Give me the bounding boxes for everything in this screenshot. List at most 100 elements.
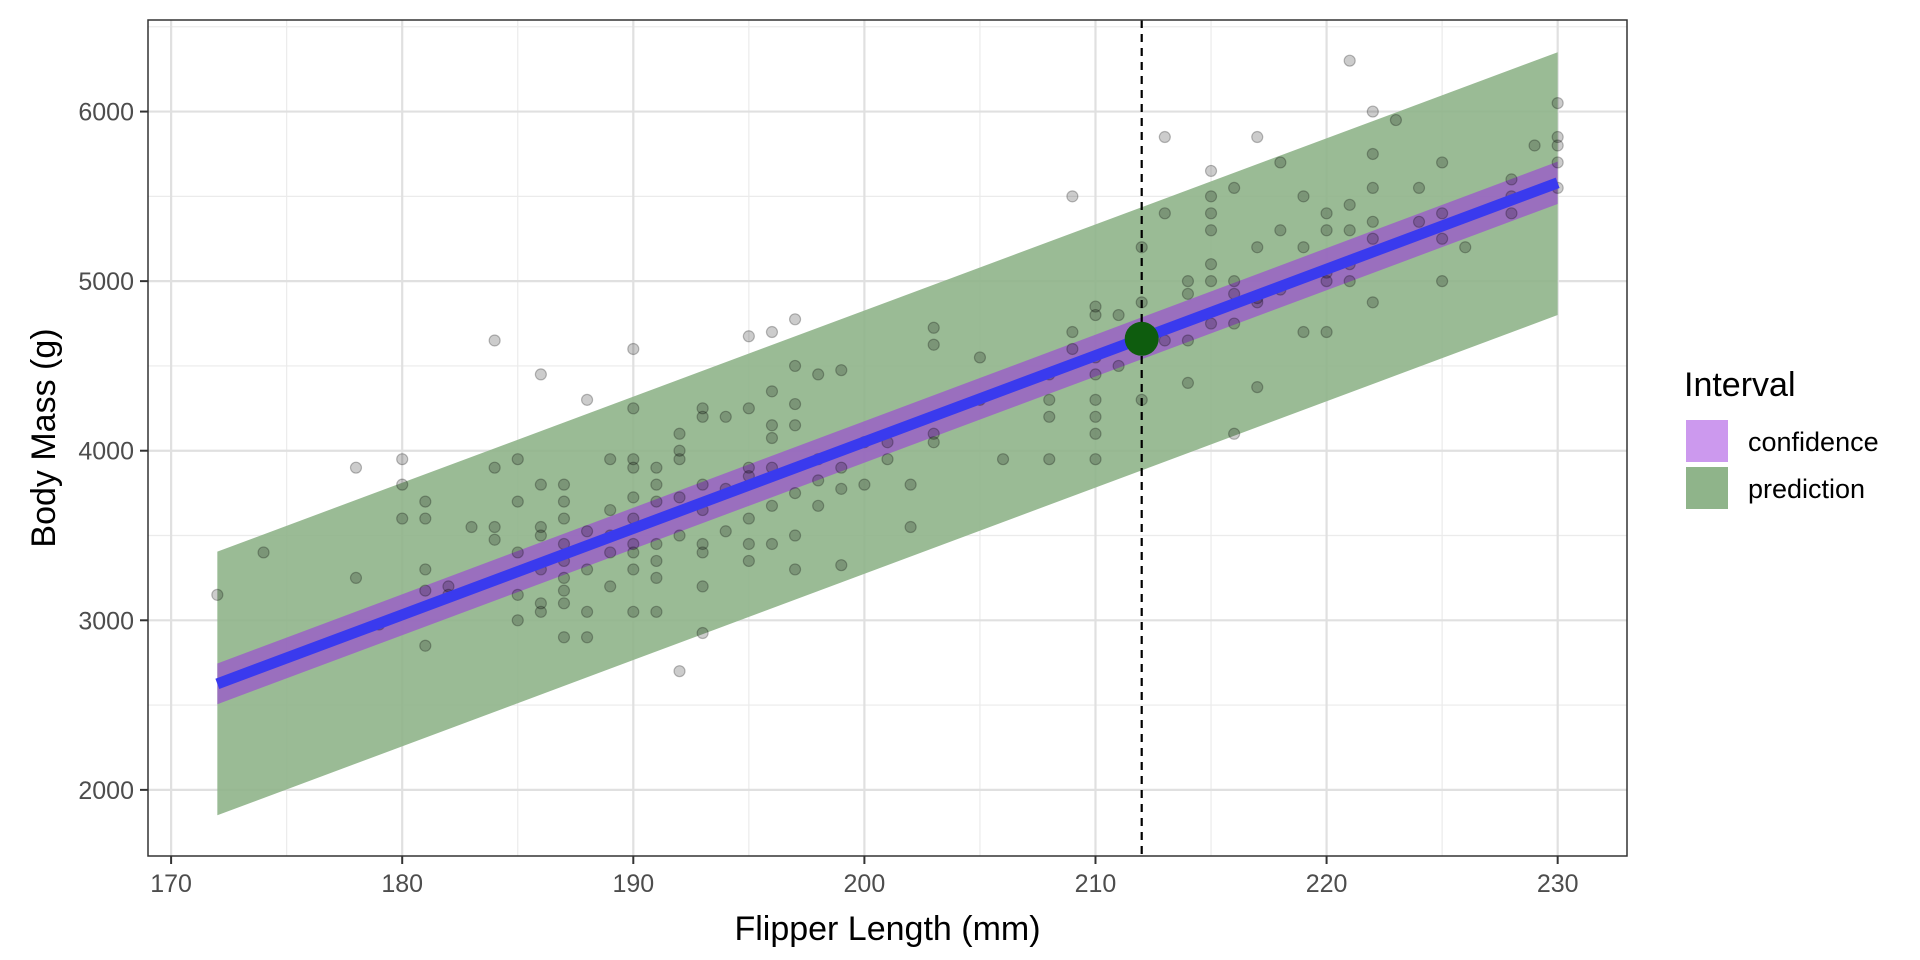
- data-point: [1158, 207, 1171, 220]
- data-point: [627, 491, 640, 504]
- data-point: [719, 410, 732, 423]
- x-tick-label: 180: [381, 870, 423, 898]
- data-point: [627, 563, 640, 576]
- data-point: [835, 559, 848, 572]
- data-point: [1251, 130, 1264, 144]
- data-point: [835, 482, 848, 495]
- data-point: [1320, 325, 1333, 339]
- data-point: [1436, 156, 1449, 169]
- data-point: [650, 554, 663, 568]
- legend: Interval confidence prediction: [1684, 366, 1879, 509]
- data-point: [1228, 427, 1241, 440]
- data-point: [534, 520, 547, 534]
- data-point: [1089, 368, 1102, 381]
- data-point: [396, 453, 409, 466]
- data-point: [211, 588, 224, 601]
- data-point: [488, 461, 501, 474]
- data-point: [557, 571, 571, 584]
- data-point: [788, 529, 802, 542]
- data-point: [696, 546, 709, 559]
- data-point: [858, 478, 871, 491]
- data-point: [419, 563, 432, 576]
- x-tick-label: 230: [1537, 870, 1579, 898]
- data-point: [604, 453, 617, 466]
- data-point: [1343, 54, 1356, 67]
- data-point: [1089, 453, 1102, 466]
- data-point: [1204, 275, 1218, 288]
- data-point: [534, 529, 547, 542]
- data-point: [835, 364, 848, 377]
- data-point: [650, 571, 663, 584]
- data-point: [1089, 393, 1102, 406]
- highlight-point: [1124, 321, 1159, 356]
- reference-line-layer: [1124, 20, 1159, 856]
- data-point: [1204, 164, 1218, 178]
- data-point: [765, 431, 779, 445]
- data-point: [1505, 207, 1518, 220]
- data-point: [673, 444, 686, 457]
- data-point: [1089, 300, 1102, 313]
- data-point: [788, 419, 802, 432]
- data-point: [1551, 130, 1564, 144]
- data-point: [1274, 224, 1287, 237]
- data-point: [1366, 232, 1379, 245]
- data-point: [557, 495, 571, 508]
- data-point: [1551, 139, 1564, 152]
- data-point: [812, 368, 825, 381]
- data-point: [511, 453, 524, 466]
- data-point: [788, 313, 802, 326]
- data-point: [1320, 275, 1333, 288]
- data-point: [1459, 241, 1472, 254]
- axes: 170 180 190 200 210 220 230 2000 3000 4000 5000 600…: [78, 99, 1578, 898]
- data-point: [1043, 393, 1056, 406]
- data-point: [1204, 258, 1218, 271]
- x-tick-label: 170: [150, 870, 192, 898]
- data-point: [788, 563, 802, 576]
- fit-line-layer: [215, 177, 1560, 690]
- data-point: [1043, 453, 1056, 466]
- data-point: [604, 580, 617, 593]
- data-point: [1089, 410, 1102, 423]
- data-point: [788, 487, 802, 500]
- data-point: [557, 478, 571, 491]
- x-tick-label: 210: [1075, 870, 1117, 898]
- data-point: [696, 580, 709, 593]
- data-point: [557, 631, 571, 644]
- data-point: [1251, 241, 1264, 254]
- data-point: [696, 410, 709, 423]
- data-point: [534, 605, 547, 618]
- data-point: [1366, 147, 1379, 161]
- data-point: [419, 495, 432, 508]
- data-point: [650, 478, 663, 491]
- data-point: [488, 520, 501, 534]
- legend-title: Interval: [1684, 366, 1796, 404]
- data-point: [1436, 232, 1449, 245]
- data-point: [696, 402, 709, 415]
- data-point: [673, 453, 686, 466]
- data-point: [696, 478, 709, 491]
- data-point: [904, 520, 917, 534]
- y-tick-label: 4000: [78, 438, 134, 466]
- data-point: [511, 546, 524, 559]
- data-point: [1412, 215, 1426, 228]
- data-point: [349, 571, 363, 584]
- data-point: [1066, 325, 1079, 339]
- data-point: [1181, 287, 1195, 300]
- legend-label-confidence: confidence: [1748, 427, 1879, 457]
- y-tick-label: 2000: [78, 777, 134, 805]
- data-point: [1505, 173, 1518, 186]
- data-point: [1343, 198, 1356, 211]
- data-point: [1181, 376, 1195, 389]
- data-point: [765, 325, 779, 339]
- data-point: [812, 499, 825, 512]
- data-point: [1228, 317, 1241, 330]
- data-point: [396, 512, 409, 525]
- data-point: [604, 546, 617, 559]
- data-point: [1112, 359, 1125, 373]
- data-point: [650, 605, 663, 618]
- data-point: [1551, 156, 1564, 169]
- data-point: [511, 588, 524, 601]
- data-point: [742, 512, 755, 525]
- data-point: [1389, 113, 1403, 127]
